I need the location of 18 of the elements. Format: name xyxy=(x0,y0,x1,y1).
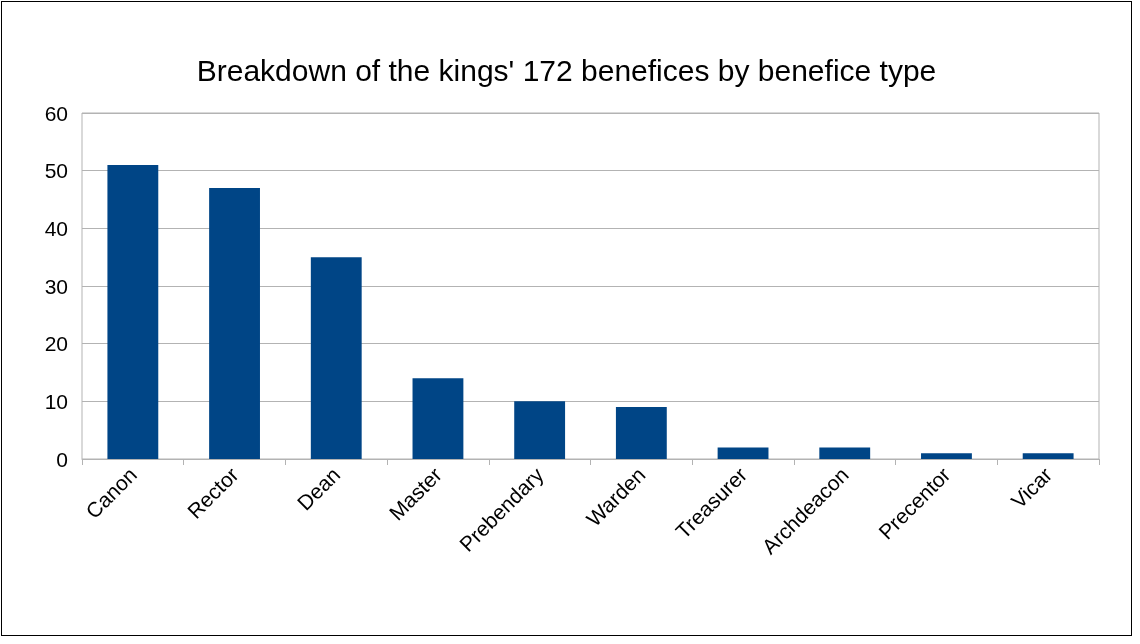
bar xyxy=(819,447,871,459)
y-tick-label: 40 xyxy=(44,216,68,240)
chart-title: Breakdown of the kings' 172 benefices by benefice type xyxy=(196,53,937,87)
bar xyxy=(107,164,159,459)
bar xyxy=(921,453,972,459)
bar xyxy=(1022,453,1074,459)
bar xyxy=(412,378,464,459)
y-tick-label: 10 xyxy=(44,389,68,413)
y-tick-label: 20 xyxy=(44,332,68,356)
bar xyxy=(615,407,667,459)
bar xyxy=(514,401,566,459)
y-tick-label: 0 xyxy=(56,447,68,471)
y-tick-label: 60 xyxy=(44,101,68,125)
bar xyxy=(717,447,769,459)
y-tick-label: 30 xyxy=(44,274,68,298)
bar xyxy=(209,187,260,459)
y-tick-label: 50 xyxy=(44,159,68,183)
bar xyxy=(310,257,362,459)
